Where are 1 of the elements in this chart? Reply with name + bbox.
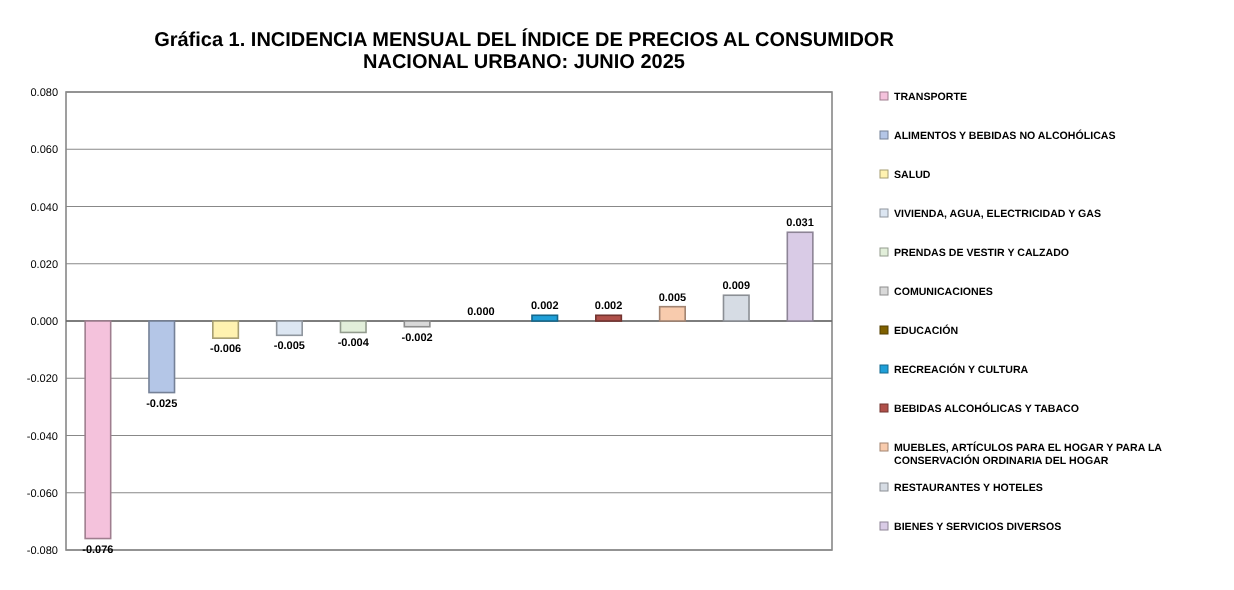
chart-title: Gráfica 1. INCIDENCIA MENSUAL DEL ÍNDICE DE PRECIOS AL CONSUMIDOR NACIONAL URBANO: JUNIO 2025 <box>154 28 896 74</box>
